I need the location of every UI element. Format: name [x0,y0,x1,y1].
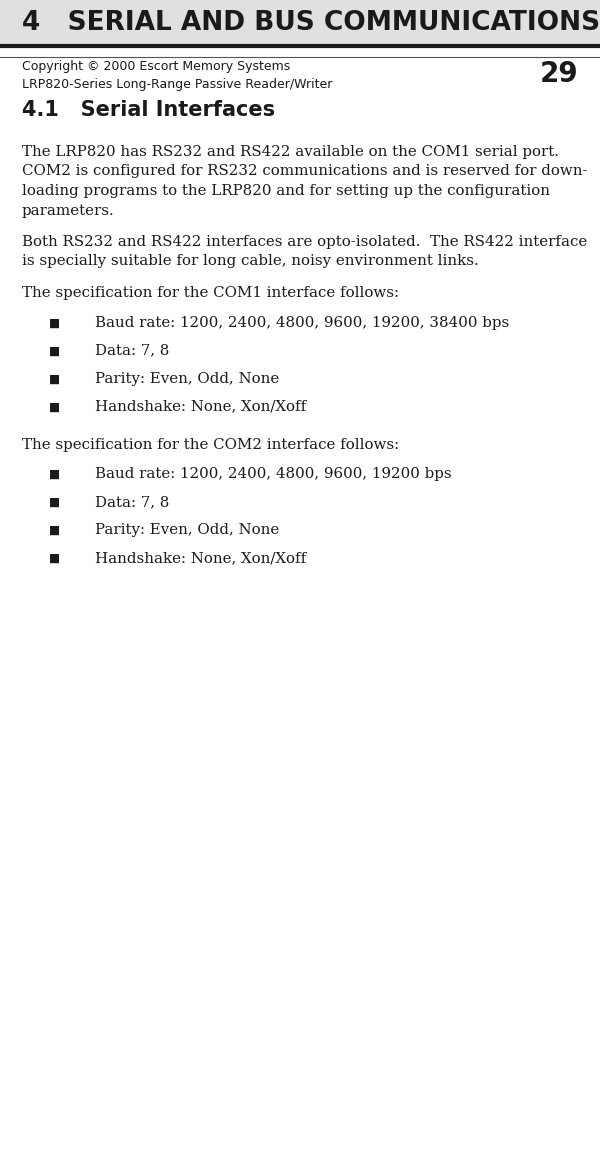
Text: loading programs to the LRP820 and for setting up the configuration: loading programs to the LRP820 and for s… [22,183,550,199]
Text: ■: ■ [49,551,61,565]
Text: Copyright © 2000 Escort Memory Systems
LRP820-Series Long-Range Passive Reader/W: Copyright © 2000 Escort Memory Systems L… [22,60,332,91]
Text: ■: ■ [49,345,61,358]
Text: 29: 29 [539,60,578,88]
Text: ■: ■ [49,317,61,330]
Text: The specification for the COM2 interface follows:: The specification for the COM2 interface… [22,438,399,452]
Text: ■: ■ [49,468,61,481]
Text: is specially suitable for long cable, noisy environment links.: is specially suitable for long cable, no… [22,254,479,268]
Text: The LRP820 has RS232 and RS422 available on the COM1 serial port.: The LRP820 has RS232 and RS422 available… [22,145,559,159]
Text: ■: ■ [49,373,61,385]
Text: ■: ■ [49,401,61,413]
Text: Baud rate: 1200, 2400, 4800, 9600, 19200, 38400 bps: Baud rate: 1200, 2400, 4800, 9600, 19200… [95,316,509,330]
Text: Parity: Even, Odd, None: Parity: Even, Odd, None [95,522,279,538]
Text: Handshake: None, Xon/Xoff: Handshake: None, Xon/Xoff [95,399,306,413]
Text: Data: 7, 8: Data: 7, 8 [95,495,169,509]
Text: Both RS232 and RS422 interfaces are opto-isolated.  The RS422 interface: Both RS232 and RS422 interfaces are opto… [22,235,587,248]
Text: The specification for the COM1 interface follows:: The specification for the COM1 interface… [22,286,399,300]
Text: 4.1   Serial Interfaces: 4.1 Serial Interfaces [22,100,275,120]
Text: 4   SERIAL AND BUS COMMUNICATIONS: 4 SERIAL AND BUS COMMUNICATIONS [22,10,600,36]
Text: ■: ■ [49,524,61,538]
Text: Baud rate: 1200, 2400, 4800, 9600, 19200 bps: Baud rate: 1200, 2400, 4800, 9600, 19200… [95,467,452,481]
Text: Parity: Even, Odd, None: Parity: Even, Odd, None [95,372,279,385]
Text: COM2 is configured for RS232 communications and is reserved for down-: COM2 is configured for RS232 communicati… [22,165,587,179]
Text: ■: ■ [49,496,61,509]
Text: Handshake: None, Xon/Xoff: Handshake: None, Xon/Xoff [95,551,306,565]
Text: Data: 7, 8: Data: 7, 8 [95,344,169,358]
Text: parameters.: parameters. [22,203,115,217]
Bar [0,0,600,46]
